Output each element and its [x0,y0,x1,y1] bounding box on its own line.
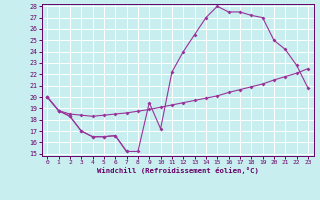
X-axis label: Windchill (Refroidissement éolien,°C): Windchill (Refroidissement éolien,°C) [97,167,259,174]
